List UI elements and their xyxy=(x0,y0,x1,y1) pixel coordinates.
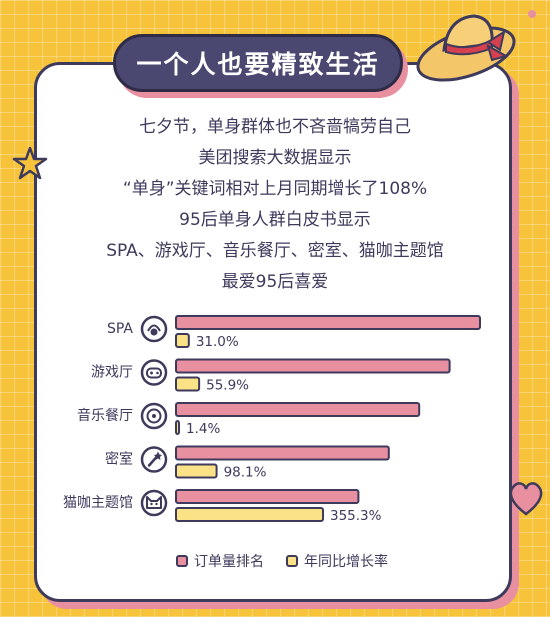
intro-line-1: 七夕节，单身群体也不吝啬犒劳自己 xyxy=(139,117,411,137)
category-label: 游戏厅 xyxy=(91,365,133,381)
data-label-yoy-growth: 355.3% xyxy=(330,508,382,524)
bar-order-rank xyxy=(175,315,481,330)
cat-icon xyxy=(140,489,168,517)
star-icon xyxy=(12,146,48,180)
straw-hat-icon xyxy=(416,14,516,82)
legend-swatch xyxy=(286,555,298,567)
legend-swatch xyxy=(176,555,188,567)
category-label: SPA xyxy=(107,321,133,337)
data-label-yoy-growth: 55.9% xyxy=(206,378,249,394)
bar-order-rank xyxy=(175,445,390,461)
bar-yoy-growth xyxy=(175,420,180,435)
music-disc-icon xyxy=(140,402,168,430)
bar-yoy-growth xyxy=(175,507,324,522)
bar-yoy-growth xyxy=(175,463,218,479)
intro-line-3: “单身”关键词相对上月同期增长了108% xyxy=(122,179,428,199)
intro-line-4: 95后单身人群白皮书显示 xyxy=(179,210,371,230)
intro-line-2: 美团搜索大数据显示 xyxy=(198,148,352,168)
bar-order-rank xyxy=(175,489,360,504)
magic-wand-icon xyxy=(140,446,168,473)
data-label-yoy-growth: 98.1% xyxy=(224,465,267,481)
legend-label: 订单量排名 xyxy=(194,554,264,570)
category-label: 猫咖主题馆 xyxy=(63,495,133,511)
bar-yoy-growth xyxy=(175,333,190,348)
intro-line-5: SPA、游戏厅、音乐餐厅、密室、猫咖主题馆 xyxy=(106,241,444,261)
legend: 订单量排名 年同比增长率 xyxy=(176,551,388,571)
gamepad-icon xyxy=(140,359,168,386)
intro-text: 七夕节，单身群体也不吝啬犒劳自己 美团搜索大数据显示 “单身”关键词相对上月同期… xyxy=(60,112,490,298)
legend-label: 年同比增长率 xyxy=(304,554,388,570)
intro-line-6: 最爱95后喜爱 xyxy=(221,272,329,292)
category-label: 音乐餐厅 xyxy=(77,407,133,424)
bar-order-rank xyxy=(175,402,421,417)
spa-icon xyxy=(140,315,168,343)
legend-item-order-rank: 订单量排名 xyxy=(176,551,264,571)
legend-item-yoy-growth: 年同比增长率 xyxy=(286,551,388,571)
heart-icon xyxy=(509,482,543,516)
data-label-yoy-growth: 31.0% xyxy=(196,334,239,350)
category-label: 密室 xyxy=(105,451,133,468)
page-title: 一个人也要精致生活 xyxy=(113,34,403,92)
bar-order-rank xyxy=(175,358,451,374)
data-label-yoy-growth: 1.4% xyxy=(186,421,220,437)
bar-yoy-growth xyxy=(175,376,201,392)
decor-dot xyxy=(528,10,536,18)
